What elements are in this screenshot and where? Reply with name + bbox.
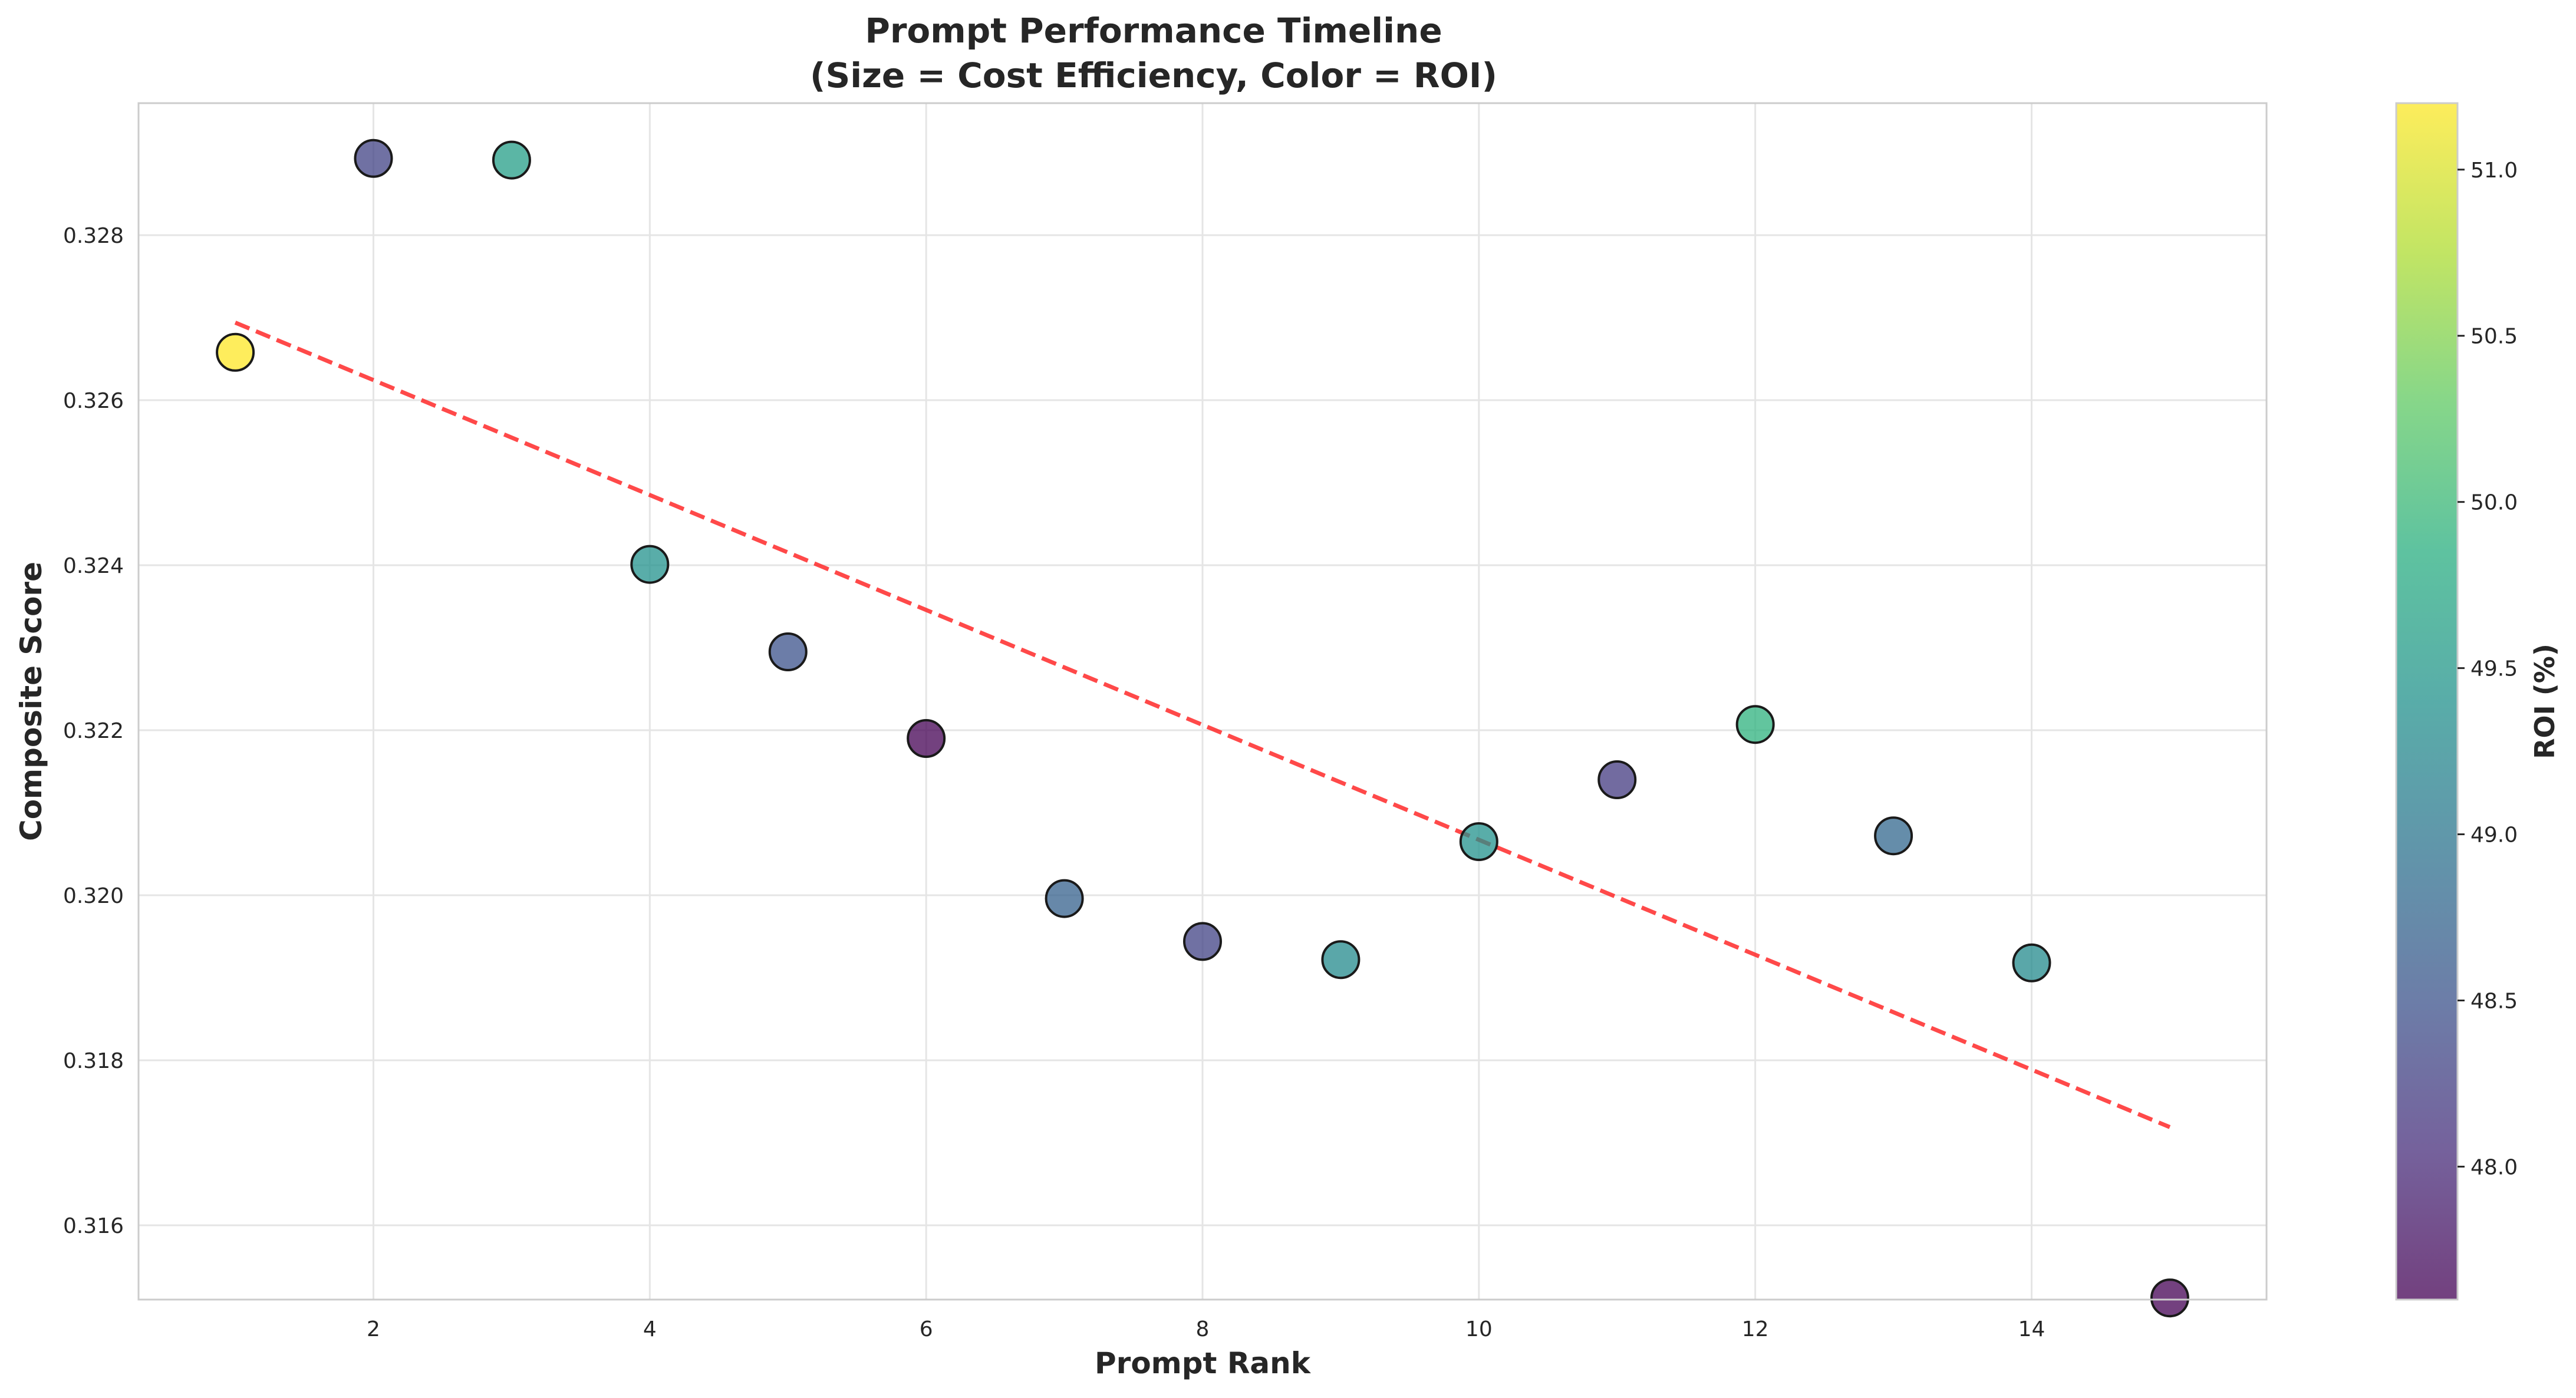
data-point [216,332,255,372]
data-point [1459,822,1498,861]
grid-lines [139,103,2267,1300]
x-axis-label: Prompt Rank [1095,1346,1312,1380]
colorbar-label: ROI (%) [2529,644,2561,759]
data-point [1045,879,1084,918]
x-tick-label: 8 [1196,1317,1210,1341]
y-tick-label: 0.316 [63,1214,124,1238]
data-points [216,139,2189,1318]
plot-frame [137,102,2268,1301]
y-tick-label: 0.326 [63,389,124,413]
colorbar-tick-label: 49.5 [2470,657,2518,681]
data-point [1874,816,1913,856]
y-axis-label: Composite Score [14,562,48,841]
colorbar-frame [2395,102,2459,1301]
colorbar-ticks: 48.0 48.5 49.0 49.5 50.0 50.5 51.0 [2458,159,2518,1179]
data-point [1321,940,1361,980]
data-point [354,139,393,178]
y-axis-ticks: 0.316 0.318 0.320 0.322 0.324 0.326 0.328 [63,224,124,1238]
data-point [492,140,531,180]
chart-subtitle: (Size = Cost Efficiency, Color = ROI) [810,55,1497,95]
colorbar-tick-label: 49.0 [2470,823,2518,848]
colorbar-tick-label: 50.5 [2470,325,2518,349]
trend-line-group [234,321,2171,1129]
data-point [2012,943,2051,982]
data-point [768,632,808,671]
x-tick-label: 14 [2018,1317,2045,1341]
x-tick-label: 6 [920,1317,933,1341]
y-tick-label: 0.320 [63,884,124,908]
x-axis-ticks: 2 4 6 8 10 12 14 [367,1317,2045,1341]
data-point [1183,922,1222,961]
x-tick-label: 12 [1742,1317,1769,1341]
x-tick-label: 10 [1465,1317,1493,1341]
data-point [1735,705,1775,744]
colorbar [2396,103,2458,1300]
data-point [2150,1278,2189,1318]
x-tick-label: 4 [643,1317,657,1341]
data-point [630,545,670,584]
colorbar-tick-label: 48.0 [2470,1155,2518,1179]
trend-line [234,321,2171,1129]
y-tick-label: 0.324 [63,554,124,578]
y-tick-label: 0.328 [63,224,124,248]
chart-title: Prompt Performance Timeline [865,11,1442,51]
colorbar-tick-label: 51.0 [2470,159,2518,183]
y-tick-label: 0.322 [63,719,124,743]
colorbar-tick-label: 50.0 [2470,491,2518,515]
data-point [1597,760,1637,799]
x-tick-label: 2 [367,1317,380,1341]
data-point [907,719,946,758]
y-tick-label: 0.318 [63,1049,124,1073]
colorbar-tick-label: 48.5 [2470,990,2518,1014]
